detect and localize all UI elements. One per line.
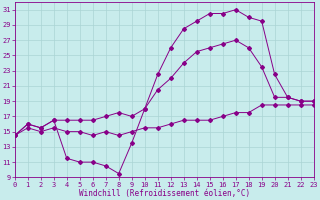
X-axis label: Windchill (Refroidissement éolien,°C): Windchill (Refroidissement éolien,°C) <box>79 189 250 198</box>
